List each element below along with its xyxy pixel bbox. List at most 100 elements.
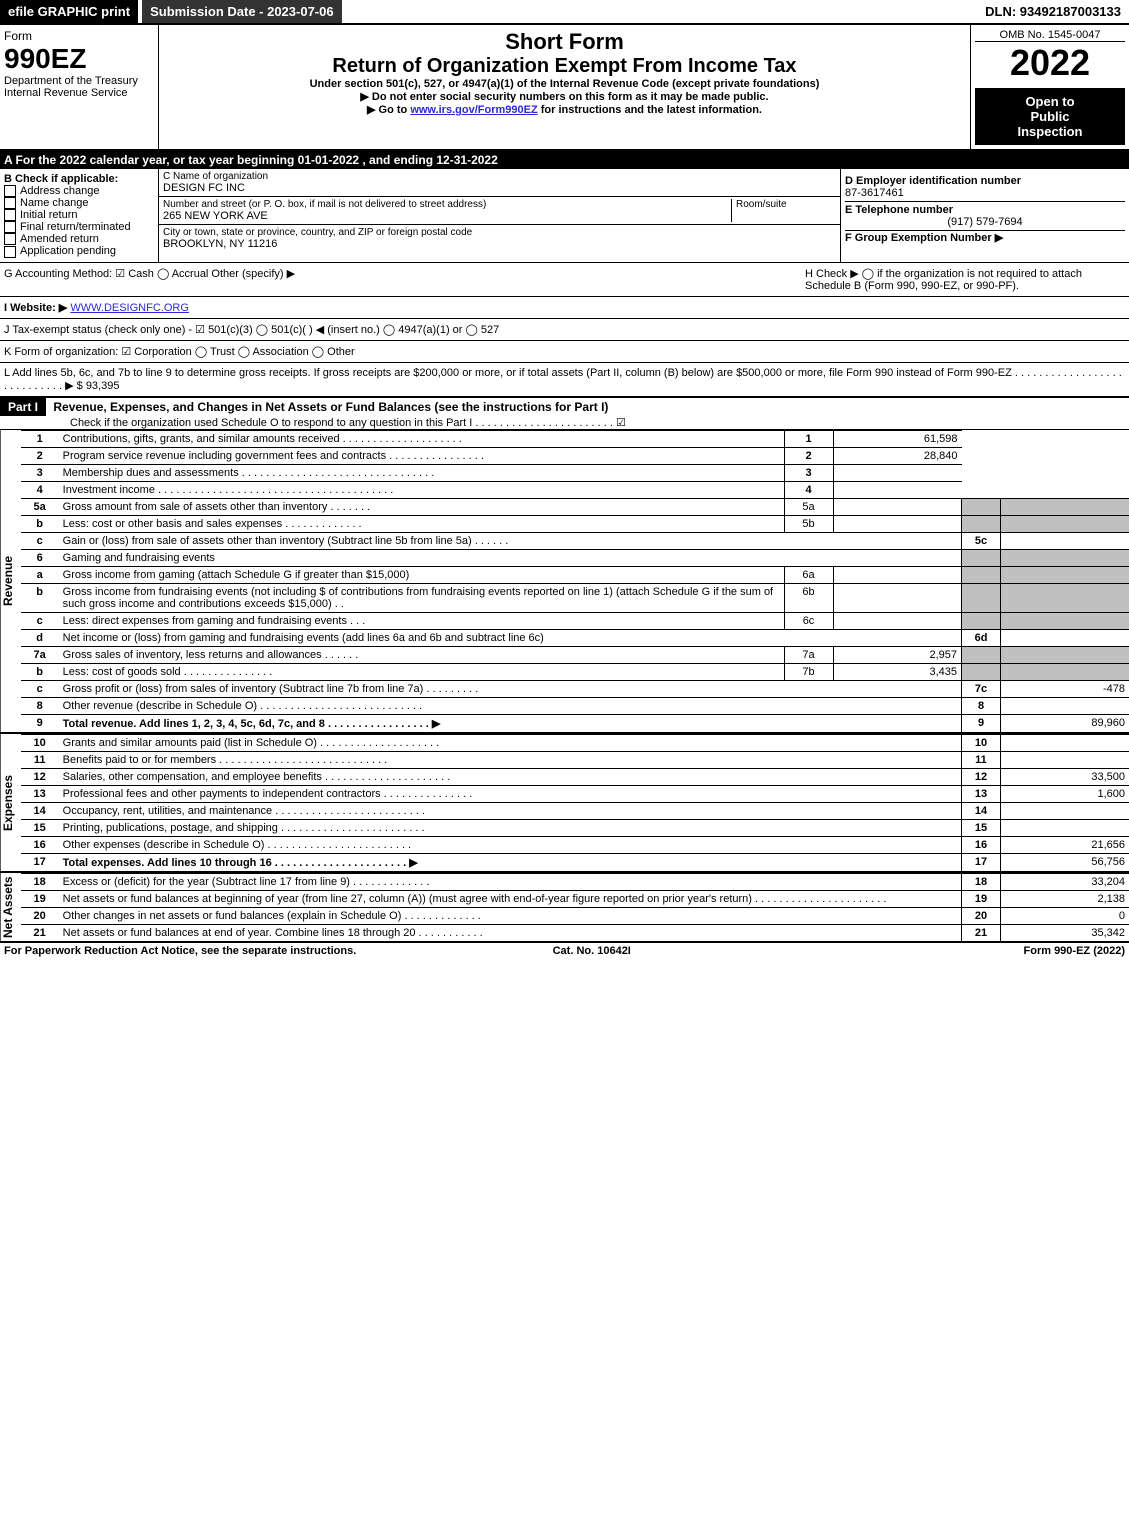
return-title: Return of Organization Exempt From Incom… <box>163 55 966 78</box>
city-block: City or town, state or province, country… <box>159 225 840 252</box>
section-i: I Website: ▶ WWW.DESIGNFC.ORG <box>0 297 1129 319</box>
chk-pending[interactable]: Application pending <box>4 245 154 257</box>
tel-label: E Telephone number <box>845 204 1125 216</box>
org-name-label: C Name of organization <box>163 171 836 182</box>
addr-label: Number and street (or P. O. box, if mail… <box>163 199 731 210</box>
inspection-1: Open to <box>981 94 1119 109</box>
line-19: 19Net assets or fund balances at beginni… <box>21 890 1129 907</box>
city-label: City or town, state or province, country… <box>163 227 836 238</box>
part-1-label: Part I <box>0 398 46 416</box>
footer-center: Cat. No. 10642I <box>553 945 631 957</box>
line-16: 16Other expenses (describe in Schedule O… <box>21 836 1129 853</box>
line-5c: cGain or (loss) from sale of assets othe… <box>21 532 1129 549</box>
netassets-label: Net Assets <box>0 873 21 941</box>
chk-amended[interactable]: Amended return <box>4 233 154 245</box>
header-center: Short Form Return of Organization Exempt… <box>159 25 971 149</box>
part-1-header: Part I Revenue, Expenses, and Changes in… <box>0 397 1129 430</box>
line-7c: cGross profit or (loss) from sales of in… <box>21 680 1129 697</box>
revenue-table: 1Contributions, gifts, grants, and simil… <box>21 430 1129 732</box>
ein: 87-3617461 <box>845 187 1125 199</box>
header-left: Form 990EZ Department of the Treasury In… <box>0 25 159 149</box>
netassets-block: Net Assets 18Excess or (deficit) for the… <box>0 871 1129 941</box>
line-6d: dNet income or (loss) from gaming and fu… <box>21 629 1129 646</box>
inspection-2: Public <box>981 109 1119 124</box>
addr: 265 NEW YORK AVE <box>163 210 731 222</box>
line-4: 4Investment income . . . . . . . . . . .… <box>21 481 1129 498</box>
efile-label[interactable]: efile GRAPHIC print <box>0 0 138 23</box>
under-section: Under section 501(c), 527, or 4947(a)(1)… <box>163 78 966 90</box>
irs-label: Internal Revenue Service <box>4 87 154 99</box>
netassets-table: 18Excess or (deficit) for the year (Subt… <box>21 873 1129 941</box>
top-bar: efile GRAPHIC print Submission Date - 20… <box>0 0 1129 25</box>
line-18: 18Excess or (deficit) for the year (Subt… <box>21 873 1129 890</box>
line-11: 11Benefits paid to or for members . . . … <box>21 751 1129 768</box>
omb-number: OMB No. 1545-0047 <box>975 29 1125 42</box>
org-name: DESIGN FC INC <box>163 182 836 194</box>
part-1-check: Check if the organization used Schedule … <box>0 416 1129 429</box>
section-g: G Accounting Method: ☑ Cash ◯ Accrual Ot… <box>4 267 805 292</box>
room-label: Room/suite <box>736 199 836 210</box>
chk-name[interactable]: Name change <box>4 197 154 209</box>
footer-right: Form 990-EZ (2022) <box>1024 945 1126 957</box>
section-l: L Add lines 5b, 6c, and 7b to line 9 to … <box>0 363 1129 397</box>
irs-link[interactable]: www.irs.gov/Form990EZ <box>410 104 537 116</box>
line-2: 2Program service revenue including gover… <box>21 447 1129 464</box>
line-17: 17Total expenses. Add lines 10 through 1… <box>21 853 1129 871</box>
line-5b: bLess: cost or other basis and sales exp… <box>21 515 1129 532</box>
line-13: 13Professional fees and other payments t… <box>21 785 1129 802</box>
line-6a: aGross income from gaming (attach Schedu… <box>21 566 1129 583</box>
ein-block: D Employer identification number 87-3617… <box>845 173 1125 202</box>
line-8: 8Other revenue (describe in Schedule O) … <box>21 697 1129 714</box>
section-b-title: B Check if applicable: <box>4 173 154 185</box>
grp-block: F Group Exemption Number ▶ <box>845 231 1125 244</box>
website-link[interactable]: WWW.DESIGNFC.ORG <box>70 302 189 314</box>
expenses-table: 10Grants and similar amounts paid (list … <box>21 734 1129 871</box>
line-20: 20Other changes in net assets or fund ba… <box>21 907 1129 924</box>
addr-block: Number and street (or P. O. box, if mail… <box>159 197 840 225</box>
section-k: K Form of organization: ☑ Corporation ◯ … <box>0 341 1129 363</box>
line-9: 9Total revenue. Add lines 1, 2, 3, 4, 5c… <box>21 714 1129 732</box>
line-5a: 5aGross amount from sale of assets other… <box>21 498 1129 515</box>
line-14: 14Occupancy, rent, utilities, and mainte… <box>21 802 1129 819</box>
org-name-block: C Name of organization DESIGN FC INC <box>159 169 840 197</box>
form-number: 990EZ <box>4 43 154 75</box>
line-21: 21Net assets or fund balances at end of … <box>21 924 1129 941</box>
footer: For Paperwork Reduction Act Notice, see … <box>0 941 1129 959</box>
section-gh: G Accounting Method: ☑ Cash ◯ Accrual Ot… <box>0 263 1129 297</box>
block-bcdef: B Check if applicable: Address change Na… <box>0 169 1129 263</box>
line-12: 12Salaries, other compensation, and empl… <box>21 768 1129 785</box>
section-b: B Check if applicable: Address change Na… <box>0 169 159 262</box>
dept-treasury: Department of the Treasury <box>4 75 154 87</box>
line-6b: bGross income from fundraising events (n… <box>21 583 1129 612</box>
expenses-label: Expenses <box>0 734 21 871</box>
revenue-block: Revenue 1Contributions, gifts, grants, a… <box>0 430 1129 732</box>
chk-address[interactable]: Address change <box>4 185 154 197</box>
tel-block: E Telephone number (917) 579-7694 <box>845 202 1125 231</box>
ein-label: D Employer identification number <box>845 175 1125 187</box>
revenue-label: Revenue <box>0 430 21 732</box>
dln: DLN: 93492187003133 <box>977 0 1129 23</box>
grp-label: F Group Exemption Number ▶ <box>845 231 1125 244</box>
line-3: 3Membership dues and assessments . . . .… <box>21 464 1129 481</box>
tax-year: 2022 <box>975 42 1125 84</box>
chk-initial[interactable]: Initial return <box>4 209 154 221</box>
line-6c: cLess: direct expenses from gaming and f… <box>21 612 1129 629</box>
inspection-box: Open to Public Inspection <box>975 88 1125 145</box>
header-right: OMB No. 1545-0047 2022 Open to Public In… <box>971 25 1129 149</box>
line-7b: bLess: cost of goods sold . . . . . . . … <box>21 663 1129 680</box>
expenses-block: Expenses 10Grants and similar amounts pa… <box>0 732 1129 871</box>
section-j: J Tax-exempt status (check only one) - ☑… <box>0 319 1129 341</box>
tel: (917) 579-7694 <box>845 216 1125 228</box>
line-6: 6Gaming and fundraising events <box>21 549 1129 566</box>
form-label: Form <box>4 29 154 43</box>
city: BROOKLYN, NY 11216 <box>163 238 836 250</box>
form-header: Form 990EZ Department of the Treasury In… <box>0 25 1129 151</box>
line-15: 15Printing, publications, postage, and s… <box>21 819 1129 836</box>
inspection-3: Inspection <box>981 124 1119 139</box>
footer-left: For Paperwork Reduction Act Notice, see … <box>4 945 356 957</box>
instr-link: ▶ Go to www.irs.gov/Form990EZ for instru… <box>163 103 966 116</box>
chk-final[interactable]: Final return/terminated <box>4 221 154 233</box>
section-def: D Employer identification number 87-3617… <box>841 169 1129 262</box>
line-10: 10Grants and similar amounts paid (list … <box>21 734 1129 751</box>
line-1: 1Contributions, gifts, grants, and simil… <box>21 430 1129 447</box>
